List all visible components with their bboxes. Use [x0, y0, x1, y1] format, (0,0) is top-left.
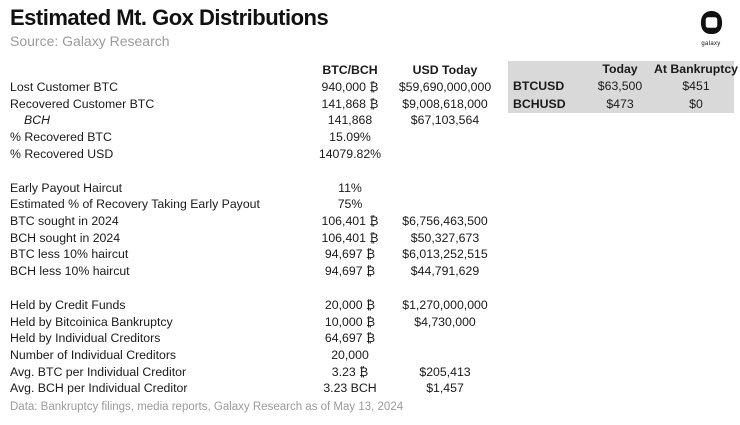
btc-value: 20,000 ₿: [324, 297, 376, 312]
btc-value: 14079.82%: [318, 146, 382, 161]
table-row: Early Payout Haircut 11%: [0, 180, 505, 197]
btc-value: 106,401 ₿: [321, 214, 379, 228]
table-row: BTC less 10% haircut 94,697 ₿ $6,013,252…: [0, 246, 505, 263]
price-table: Today At Bankruptcy BTCUSD $63,500 $451 …: [508, 61, 738, 113]
row-label: Held by Credit Funds: [10, 297, 126, 312]
usd-value: $6,013,252,515: [402, 247, 488, 262]
row-label: Held by Individual Creditors: [10, 331, 161, 346]
table-row: Lost Customer BTC 940,000 ₿ $59,690,000,…: [0, 79, 505, 96]
btcusd-today-value: $63,500: [597, 79, 643, 94]
source-label: Source: Galaxy Research: [10, 33, 170, 49]
table-row: Number of Individual Creditors 20,000: [0, 347, 505, 364]
row-label: Held by Bitcoinica Bankruptcy: [10, 314, 173, 329]
usd-value: $205,413: [419, 364, 471, 379]
usd-value: $44,791,629: [410, 264, 480, 279]
row-label: BTC less 10% haircut: [10, 247, 129, 262]
row-label: Avg. BCH per Individual Creditor: [10, 381, 188, 396]
btc-value: 10,000 ₿: [324, 314, 376, 329]
row-label: Estimated % of Recovery Taking Early Pay…: [10, 197, 260, 212]
price-table-header-row: Today At Bankruptcy: [508, 61, 738, 78]
price-row-label: BTCUSD: [513, 79, 565, 94]
row-label: BCH sought in 2024: [10, 230, 121, 245]
table-row: BCH less 10% haircut 94,697 ₿ $44,791,62…: [0, 263, 505, 280]
usd-value: $59,690,000,000: [398, 80, 492, 94]
table-row: Recovered Customer BTC 141,868 ₿ $9,008,…: [0, 96, 505, 113]
row-label: % Recovered USD: [10, 146, 114, 161]
table-row: Estimated % of Recovery Taking Early Pay…: [0, 196, 505, 213]
table-row: BCH sought in 2024 106,401 ₿ $50,327,673: [0, 230, 505, 247]
btc-value: 94,697 ₿: [324, 264, 376, 279]
page-title: Estimated Mt. Gox Distributions: [10, 5, 329, 30]
row-label: Number of Individual Creditors: [10, 348, 177, 362]
btc-value: 64,697 ₿: [324, 331, 376, 346]
row-label: Lost Customer BTC: [10, 80, 118, 94]
row-label: Recovered Customer BTC: [10, 96, 155, 111]
usd-value: $4,730,000: [414, 314, 476, 329]
usd-value: $9,008,618,000: [402, 96, 488, 111]
btcusd-bankruptcy-value: $451: [682, 79, 710, 94]
galaxy-logo-wordmark: galaxy: [701, 41, 721, 47]
usd-value: $6,756,463,500: [402, 214, 488, 228]
galaxy-logo: galaxy: [694, 10, 728, 47]
table-row: % Recovered USD 14079.82%: [0, 146, 505, 163]
table-row: Avg. BCH per Individual Creditor 3.23 BC…: [0, 380, 505, 397]
btc-value: 3.23 ₿: [331, 364, 369, 379]
col-header-usd-today: USD Today: [412, 63, 478, 77]
price-row-bchusd: BCHUSD $473 $0: [508, 96, 734, 113]
btc-value: 141,868: [327, 113, 373, 128]
usd-value: $50,327,673: [410, 230, 480, 245]
row-label: % Recovered BTC: [10, 130, 112, 145]
bchusd-today-value: $473: [606, 96, 634, 111]
btc-value: 106,401 ₿: [321, 230, 379, 245]
table-row: Avg. BTC per Individual Creditor 3.23 ₿ …: [0, 364, 505, 381]
row-label: Avg. BTC per Individual Creditor: [10, 364, 187, 379]
col-header-at-bankruptcy: At Bankruptcy: [653, 62, 739, 76]
btc-value: 15.09%: [329, 130, 371, 145]
row-label: BCH: [24, 113, 50, 128]
data-source-footnote: Data: Bankruptcy filings, media reports,…: [10, 401, 404, 413]
distributions-table: BTC/BCH USD Today Lost Customer BTC 940,…: [0, 62, 505, 397]
btc-value: 11%: [338, 180, 362, 195]
col-header-today: Today: [602, 62, 638, 76]
btc-value: 94,697 ₿: [324, 247, 376, 262]
bchusd-bankruptcy-value: $0: [689, 96, 703, 111]
btc-value: 20,000: [331, 348, 369, 362]
row-label: BTC sought in 2024: [10, 214, 119, 228]
table-row: Held by Credit Funds 20,000 ₿ $1,270,000…: [0, 297, 505, 314]
galaxy-logo-icon: [699, 10, 724, 40]
col-header-btc-bch: BTC/BCH: [322, 63, 378, 77]
btc-value: 141,868 ₿: [321, 96, 379, 111]
btc-value: 3.23 BCH: [323, 381, 377, 396]
price-row-btcusd: BTCUSD $63,500 $451: [508, 78, 734, 95]
table-row: Held by Individual Creditors 64,697 ₿: [0, 330, 505, 347]
usd-value: $1,457: [426, 381, 464, 396]
table-row: BCH 141,868 $67,103,564: [0, 112, 505, 129]
table-row: % Recovered BTC 15.09%: [0, 129, 505, 146]
table-row: BTC sought in 2024 106,401 ₿ $6,756,463,…: [0, 213, 505, 230]
price-row-label: BCHUSD: [513, 96, 566, 111]
btc-value: 75%: [337, 197, 363, 212]
table-header-row: BTC/BCH USD Today: [0, 62, 505, 79]
table-row: Held by Bitcoinica Bankruptcy 10,000 ₿ $…: [0, 314, 505, 331]
btc-value: 940,000 ₿: [321, 80, 379, 94]
usd-value: $1,270,000,000: [402, 297, 488, 312]
row-label: Early Payout Haircut: [10, 180, 123, 195]
usd-value: $67,103,564: [410, 113, 480, 128]
row-label: BCH less 10% haircut: [10, 264, 130, 279]
